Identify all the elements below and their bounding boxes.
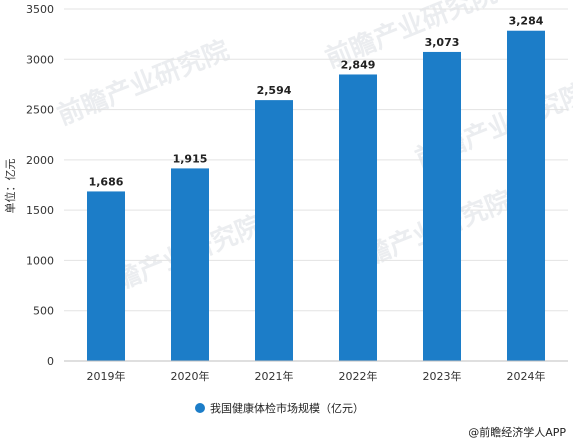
y-tick-label: 500 xyxy=(33,305,54,318)
bar xyxy=(171,168,209,361)
y-tick-label: 1500 xyxy=(26,204,54,217)
y-tick-label: 3500 xyxy=(26,3,54,16)
source-text: @前瞻经济学人APP xyxy=(468,425,566,439)
y-tick-label: 1000 xyxy=(26,254,54,267)
data-label: 1,686 xyxy=(89,175,124,188)
x-axis-ticks: 2019年 2020年 2021年 2022年 2023年 2024年 xyxy=(87,369,546,383)
bar xyxy=(507,30,545,362)
data-label: 1,915 xyxy=(173,152,208,165)
x-tick-label: 2022年 xyxy=(339,369,378,383)
data-label: 2,594 xyxy=(257,84,292,97)
data-label: 3,284 xyxy=(509,15,544,28)
y-axis-ticks: 0 500 1000 1500 2000 2500 3000 3500 xyxy=(26,3,54,368)
bar xyxy=(339,74,377,362)
gridlines xyxy=(64,8,568,312)
y-axis-label: 单位：亿元 xyxy=(3,159,17,214)
y-tick-label: 0 xyxy=(47,355,54,368)
y-tick-label: 3000 xyxy=(26,53,54,66)
x-tick-label: 2024年 xyxy=(507,369,546,383)
x-tick-label: 2019年 xyxy=(87,369,126,383)
y-tick-label: 2000 xyxy=(26,154,54,167)
legend-label: 我国健康体检市场规模（亿元） xyxy=(210,401,364,415)
bar xyxy=(87,191,125,361)
data-label: 2,849 xyxy=(341,58,376,71)
bar xyxy=(423,51,461,361)
bar xyxy=(255,100,293,362)
watermark-text: 前瞻产业研究院 xyxy=(53,35,233,132)
data-label: 3,073 xyxy=(425,36,460,49)
x-tick-label: 2023年 xyxy=(423,369,462,383)
legend: 我国健康体检市场规模（亿元） xyxy=(195,401,364,415)
y-tick-label: 2500 xyxy=(26,104,54,117)
data-labels: 1,686 1,915 2,594 2,849 3,073 3,284 xyxy=(89,15,544,189)
bars xyxy=(87,30,545,362)
legend-marker xyxy=(195,403,205,413)
x-tick-label: 2021年 xyxy=(255,369,294,383)
x-tick-label: 2020年 xyxy=(171,369,210,383)
